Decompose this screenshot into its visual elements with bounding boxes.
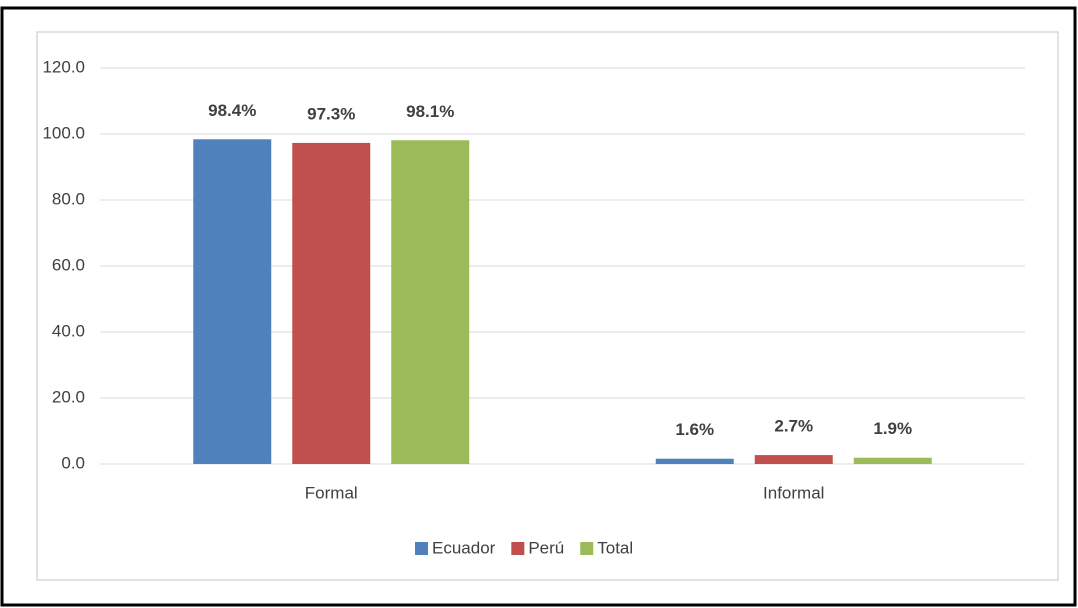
bar — [391, 140, 470, 464]
chart-frame — [36, 31, 1059, 581]
legend-swatch — [580, 542, 594, 555]
y-tick-label: 120.0 — [42, 57, 85, 76]
y-tick-label: 100.0 — [42, 123, 85, 142]
bar — [853, 457, 932, 464]
bar — [655, 458, 734, 464]
data-label: 98.1% — [406, 102, 454, 121]
x-tick-label: Informal — [763, 483, 824, 502]
data-label: 98.4% — [208, 101, 256, 120]
legend-label: Perú — [528, 538, 564, 557]
y-tick-label: 0.0 — [61, 453, 85, 472]
legend-label: Total — [597, 538, 633, 557]
bar — [754, 455, 833, 464]
legend-swatch — [511, 542, 525, 555]
x-tick-label: Formal — [305, 483, 358, 502]
data-label: 97.3% — [307, 104, 355, 123]
data-label: 1.6% — [675, 420, 714, 439]
y-tick-label: 80.0 — [52, 189, 85, 208]
bar — [193, 139, 272, 464]
legend-label: Ecuador — [432, 538, 496, 557]
data-label: 1.9% — [873, 419, 912, 438]
legend-swatch — [415, 542, 428, 555]
y-tick-label: 60.0 — [52, 255, 85, 274]
bar — [292, 142, 371, 464]
data-label: 2.7% — [774, 417, 813, 436]
y-tick-label: 40.0 — [52, 321, 85, 340]
y-tick-label: 20.0 — [52, 387, 85, 406]
